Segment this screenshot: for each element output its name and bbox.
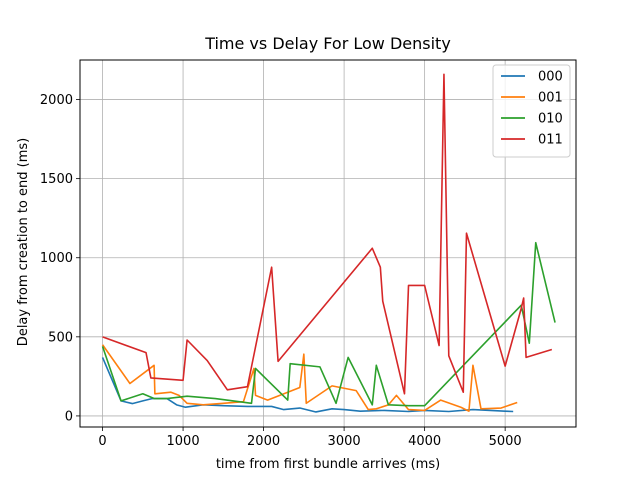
x-tick-label: 5000: [489, 434, 522, 449]
y-tick-label: 1500: [40, 172, 73, 187]
x-tick-label: 1000: [167, 434, 200, 449]
y-tick-label: 2000: [40, 93, 73, 108]
plot-frame: [79, 59, 577, 428]
series-line-011: [102, 73, 553, 395]
series-line-010: [101, 241, 556, 407]
chart-title: Time vs Delay For Low Density: [204, 34, 451, 53]
legend-label-001: 001: [538, 91, 563, 106]
x-tick-label: 3000: [328, 434, 361, 449]
y-tick-label: 0: [65, 409, 73, 424]
y-tick-label: 1000: [40, 251, 73, 266]
legend: 000 001 010 011: [492, 64, 571, 158]
x-tick-label: 2000: [247, 434, 280, 449]
x-tick-label: 4000: [408, 434, 441, 449]
legend-box: [492, 64, 571, 158]
series-line-001: [101, 344, 518, 412]
y-tick-label: 500: [48, 330, 73, 345]
legend-label-010: 010: [538, 112, 563, 127]
legend-label-000: 000: [538, 70, 563, 85]
series-lines: [101, 73, 556, 413]
axis-ticks: 0 1000 2000 3000 4000 5000 0 500 1000 1500 2000: [40, 93, 522, 449]
legend-label-011: 011: [538, 133, 563, 148]
y-axis-label: Delay from creation to end (ms): [16, 138, 31, 346]
x-tick-label: 0: [98, 434, 106, 449]
x-axis-label: time from first bundle arrives (ms): [216, 457, 440, 472]
